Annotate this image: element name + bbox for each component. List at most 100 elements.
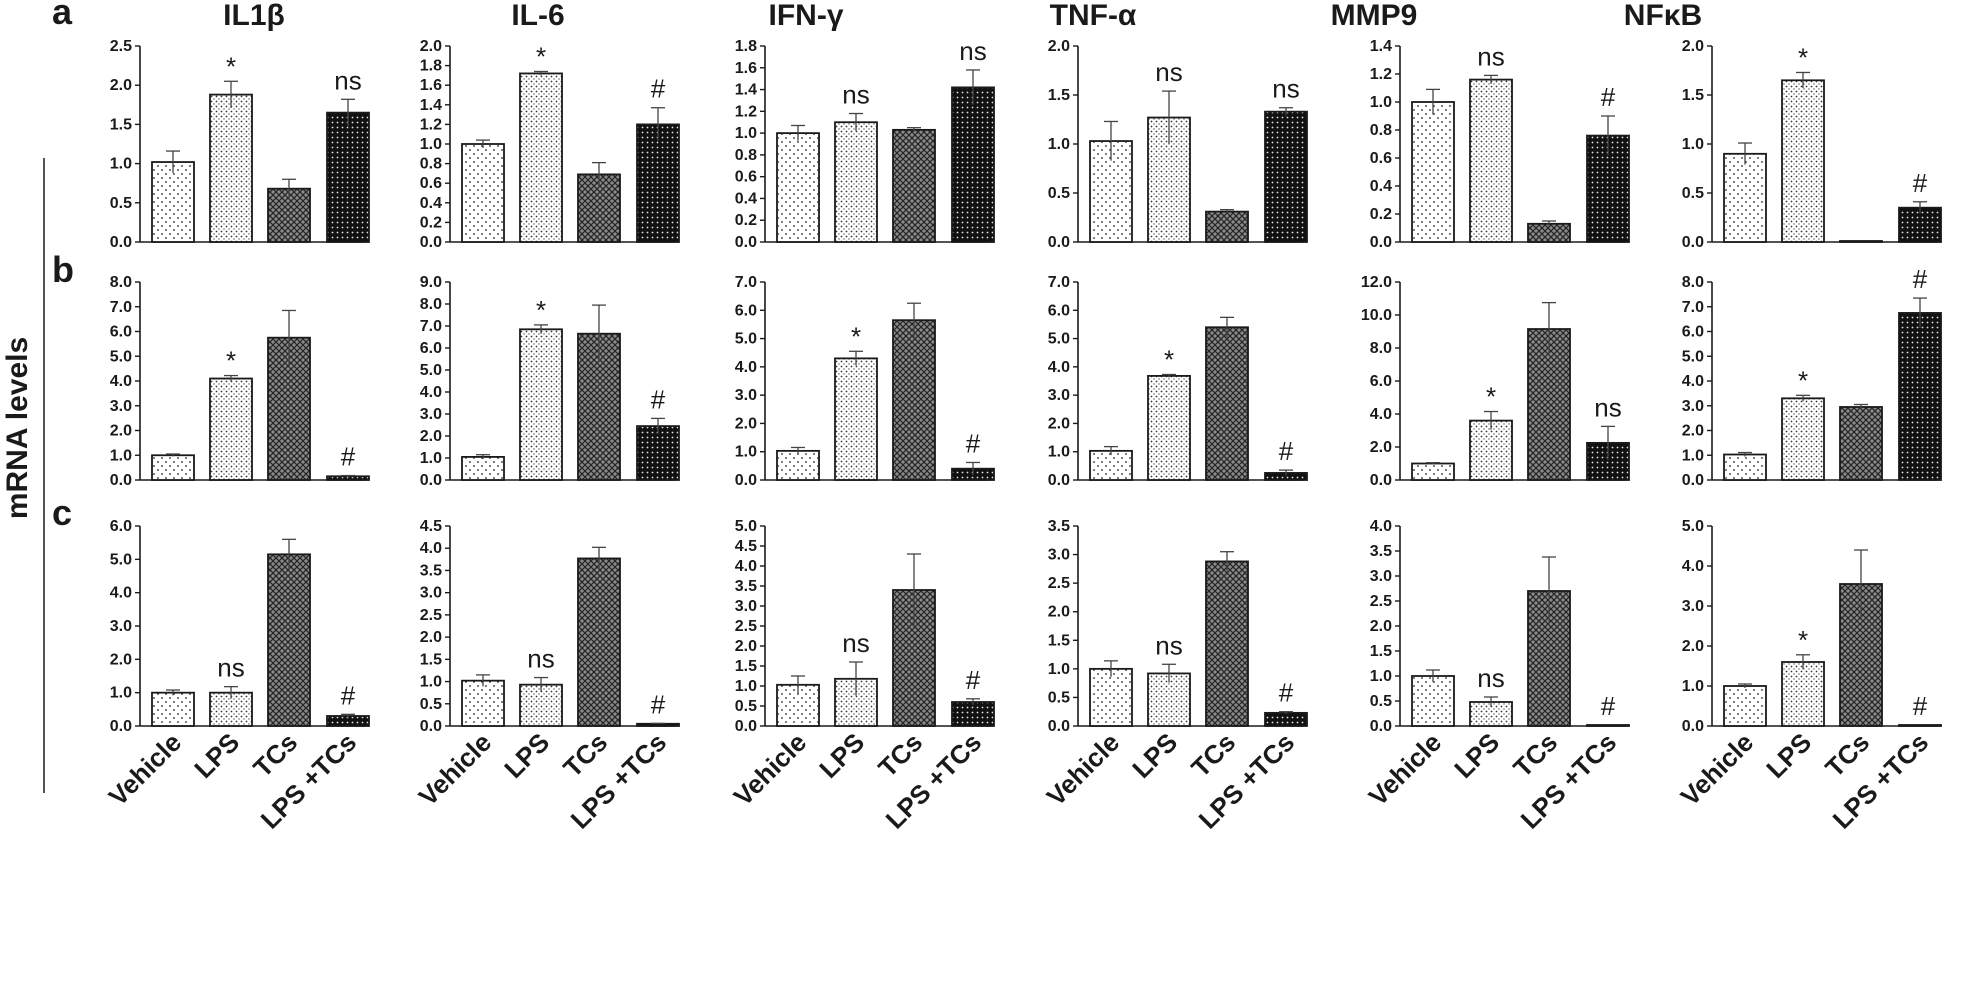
y-tick-label-b-2-3: 3.0: [735, 387, 757, 404]
bar-a-1-lps: [519, 72, 563, 243]
significance-a-1-lps-tcs: #: [651, 74, 666, 104]
significance-c-4-lps-tcs: #: [1601, 691, 1616, 721]
bar-c-2-lps-tcs: [951, 701, 995, 727]
y-tick-label-c-2-10: 5.0: [735, 518, 757, 535]
y-tick-label-a-3-0: 0.0: [1048, 234, 1070, 251]
y-tick-label-b-1-2: 2.0: [420, 428, 442, 445]
significance-a-0-lps: *: [226, 51, 236, 81]
bar-b-2-vehicle: [776, 449, 820, 481]
bar-a-3-lps-tcs: [1264, 110, 1308, 243]
y-tick-label-b-3-3: 3.0: [1048, 387, 1070, 404]
y-tick-label-c-1-1: 0.5: [420, 696, 442, 713]
y-tick-label-a-2-9: 1.8: [735, 38, 757, 55]
y-tick-label-a-2-5: 1.0: [735, 125, 757, 142]
significance-a-5-lps-tcs: #: [1913, 168, 1928, 198]
significance-a-5-lps: *: [1798, 42, 1808, 72]
bar-b-3-tcs: [1205, 326, 1249, 481]
x-tick-label-c-1-vehicle: Vehicle: [413, 727, 498, 812]
y-tick-label-a-5-1: 0.5: [1682, 185, 1704, 202]
bar-a-5-vehicle: [1723, 152, 1767, 243]
bar-b-3-vehicle: [1089, 449, 1133, 481]
y-tick-label-a-2-8: 1.6: [735, 60, 757, 77]
y-tick-label-b-0-8: 8.0: [110, 274, 132, 291]
bar-a-0-tcs: [267, 187, 311, 243]
bar-c-0-tcs: [267, 553, 311, 727]
y-tick-label-c-4-4: 2.0: [1370, 618, 1392, 635]
y-tick-label-b-4-0: 0.0: [1370, 472, 1392, 489]
bar-a-0-vehicle: [151, 161, 195, 243]
significance-b-2-lps-tcs: #: [966, 428, 981, 458]
bar-b-4-vehicle: [1411, 462, 1455, 481]
bar-b-2-tcs: [892, 319, 936, 481]
y-tick-label-a-5-4: 2.0: [1682, 38, 1704, 55]
y-tick-label-c-2-4: 2.0: [735, 638, 757, 655]
y-tick-label-c-4-5: 2.5: [1370, 593, 1392, 610]
significance-b-1-lps: *: [536, 295, 546, 325]
significance-a-1-lps: *: [536, 41, 546, 71]
y-tick-label-a-0-2: 1.0: [110, 156, 132, 173]
bar-c-3-vehicle: [1089, 667, 1133, 727]
significance-a-2-lps-tcs: ns: [959, 36, 986, 66]
y-tick-label-b-4-6: 12.0: [1361, 274, 1392, 291]
y-tick-label-a-2-7: 1.4: [735, 82, 757, 99]
x-tick-label-c-5-vehicle: Vehicle: [1675, 727, 1760, 812]
significance-b-2-lps: *: [851, 321, 861, 351]
y-tick-label-a-1-6: 1.2: [420, 116, 442, 133]
y-tick-label-b-2-4: 4.0: [735, 359, 757, 376]
y-tick-label-b-3-0: 0.0: [1048, 472, 1070, 489]
significance-c-0-lps: ns: [217, 653, 244, 683]
panel-b-4: 0.0 2.0 4.0 6.0 8.0 10.0 12.0 * ns: [1361, 274, 1630, 489]
y-tick-label-c-4-0: 0.0: [1370, 718, 1392, 735]
bar-c-4-lps-tcs: [1586, 724, 1630, 727]
y-tick-label-b-4-4: 8.0: [1370, 340, 1392, 357]
significance-a-2-lps: ns: [842, 80, 869, 110]
y-tick-label-a-5-3: 1.5: [1682, 87, 1704, 104]
bar-a-2-lps-tcs: [951, 86, 995, 243]
y-tick-label-c-1-6: 3.0: [420, 585, 442, 602]
y-tick-label-b-2-0: 0.0: [735, 472, 757, 489]
y-tick-label-b-2-5: 5.0: [735, 331, 757, 348]
y-tick-label-c-1-2: 1.0: [420, 674, 442, 691]
y-tick-label-c-0-0: 0.0: [110, 718, 132, 735]
significance-b-0-lps-tcs: #: [341, 442, 356, 472]
y-tick-label-a-1-5: 1.0: [420, 136, 442, 153]
x-tick-label-c-1-lps: LPS: [498, 727, 555, 784]
y-tick-label-a-3-3: 1.5: [1048, 87, 1070, 104]
y-tick-label-a-4-6: 1.2: [1370, 66, 1392, 83]
y-tick-label-b-0-5: 5.0: [110, 348, 132, 365]
significance-a-3-lps-tcs: ns: [1272, 74, 1299, 104]
y-tick-label-c-0-1: 1.0: [110, 685, 132, 702]
column-title-nfkb: NFκB: [1624, 0, 1702, 32]
y-tick-label-c-3-6: 3.0: [1048, 547, 1070, 564]
bar-c-4-vehicle: [1411, 675, 1455, 727]
y-tick-label-c-0-4: 4.0: [110, 585, 132, 602]
y-tick-label-c-4-6: 3.0: [1370, 568, 1392, 585]
significance-b-5-lps-tcs: #: [1913, 264, 1928, 294]
significance-a-4-lps: ns: [1477, 41, 1504, 71]
y-tick-label-a-2-0: 0.0: [735, 234, 757, 251]
significance-c-2-lps: ns: [842, 628, 869, 658]
y-tick-label-b-4-1: 2.0: [1370, 439, 1392, 456]
bar-b-0-vehicle: [151, 454, 195, 481]
y-tick-label-c-4-3: 1.5: [1370, 643, 1392, 660]
y-tick-label-a-1-4: 0.8: [420, 156, 442, 173]
y-tick-label-c-3-4: 2.0: [1048, 604, 1070, 621]
y-tick-label-c-0-5: 5.0: [110, 551, 132, 568]
y-tick-label-c-2-1: 0.5: [735, 698, 757, 715]
y-tick-label-a-1-8: 1.6: [420, 77, 442, 94]
significance-c-3-lps-tcs: #: [1279, 678, 1294, 708]
y-tick-label-a-4-3: 0.6: [1370, 150, 1392, 167]
y-tick-label-b-3-5: 5.0: [1048, 331, 1070, 348]
y-tick-label-c-5-3: 3.0: [1682, 598, 1704, 615]
x-tick-label-c-4-lps: LPS: [1448, 727, 1505, 784]
column-title-mmp9: MMP9: [1331, 0, 1418, 32]
y-tick-label-b-5-6: 6.0: [1682, 324, 1704, 341]
y-tick-label-a-0-5: 2.5: [110, 38, 132, 55]
y-tick-label-a-1-9: 1.8: [420, 58, 442, 75]
y-tick-label-c-5-4: 4.0: [1682, 558, 1704, 575]
column-titles: IL1β IL-6 IFN-γ TNF-α MMP9 NFκB: [223, 0, 1702, 32]
bar-a-0-lps: [209, 93, 253, 243]
bar-a-2-vehicle: [776, 132, 820, 243]
y-tick-label-a-4-1: 0.2: [1370, 206, 1392, 223]
